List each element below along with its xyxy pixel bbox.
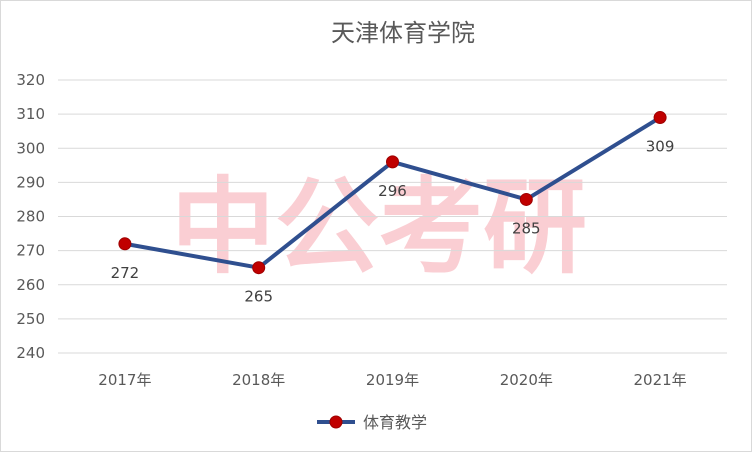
data-point[interactable] [653,111,667,125]
data-label: 265 [244,288,273,306]
y-tick-label: 320 [16,71,45,89]
x-tick-label: 2020年 [500,371,553,389]
y-tick-label: 270 [16,242,45,260]
legend-marker-icon [329,415,343,429]
watermark: 中公考研 [171,166,587,288]
y-tick-label: 250 [16,310,45,328]
y-tick-label: 280 [16,208,45,226]
y-tick-label: 290 [16,173,45,191]
data-label: 272 [111,264,140,282]
series-layer [118,111,667,275]
grid-lines [58,79,727,354]
data-point[interactable] [118,237,132,251]
x-tick-label: 2019年 [366,371,419,389]
x-tick-label: 2021年 [634,371,687,389]
chart-title: 天津体育学院 [331,19,475,47]
x-axis-ticks: 2017年 2018年 2019年 2020年 2021年 [98,371,686,389]
x-tick-label: 2018年 [232,371,285,389]
y-axis-ticks: 240 250 260 270 280 290 300 310 320 [16,71,45,362]
y-tick-label: 260 [16,276,45,294]
x-tick-label: 2017年 [98,371,151,389]
data-labels: 272 265 296 285 309 [111,138,675,306]
data-label: 285 [512,219,541,237]
data-point[interactable] [519,192,533,206]
y-tick-label: 240 [16,344,45,362]
y-tick-label: 310 [16,105,45,123]
y-tick-label: 300 [16,139,45,157]
legend[interactable]: 体育教学 [317,413,427,432]
data-label: 309 [646,138,675,156]
data-point[interactable] [386,155,399,169]
data-label: 296 [378,182,407,200]
legend-label: 体育教学 [363,413,427,432]
data-point[interactable] [252,261,266,275]
